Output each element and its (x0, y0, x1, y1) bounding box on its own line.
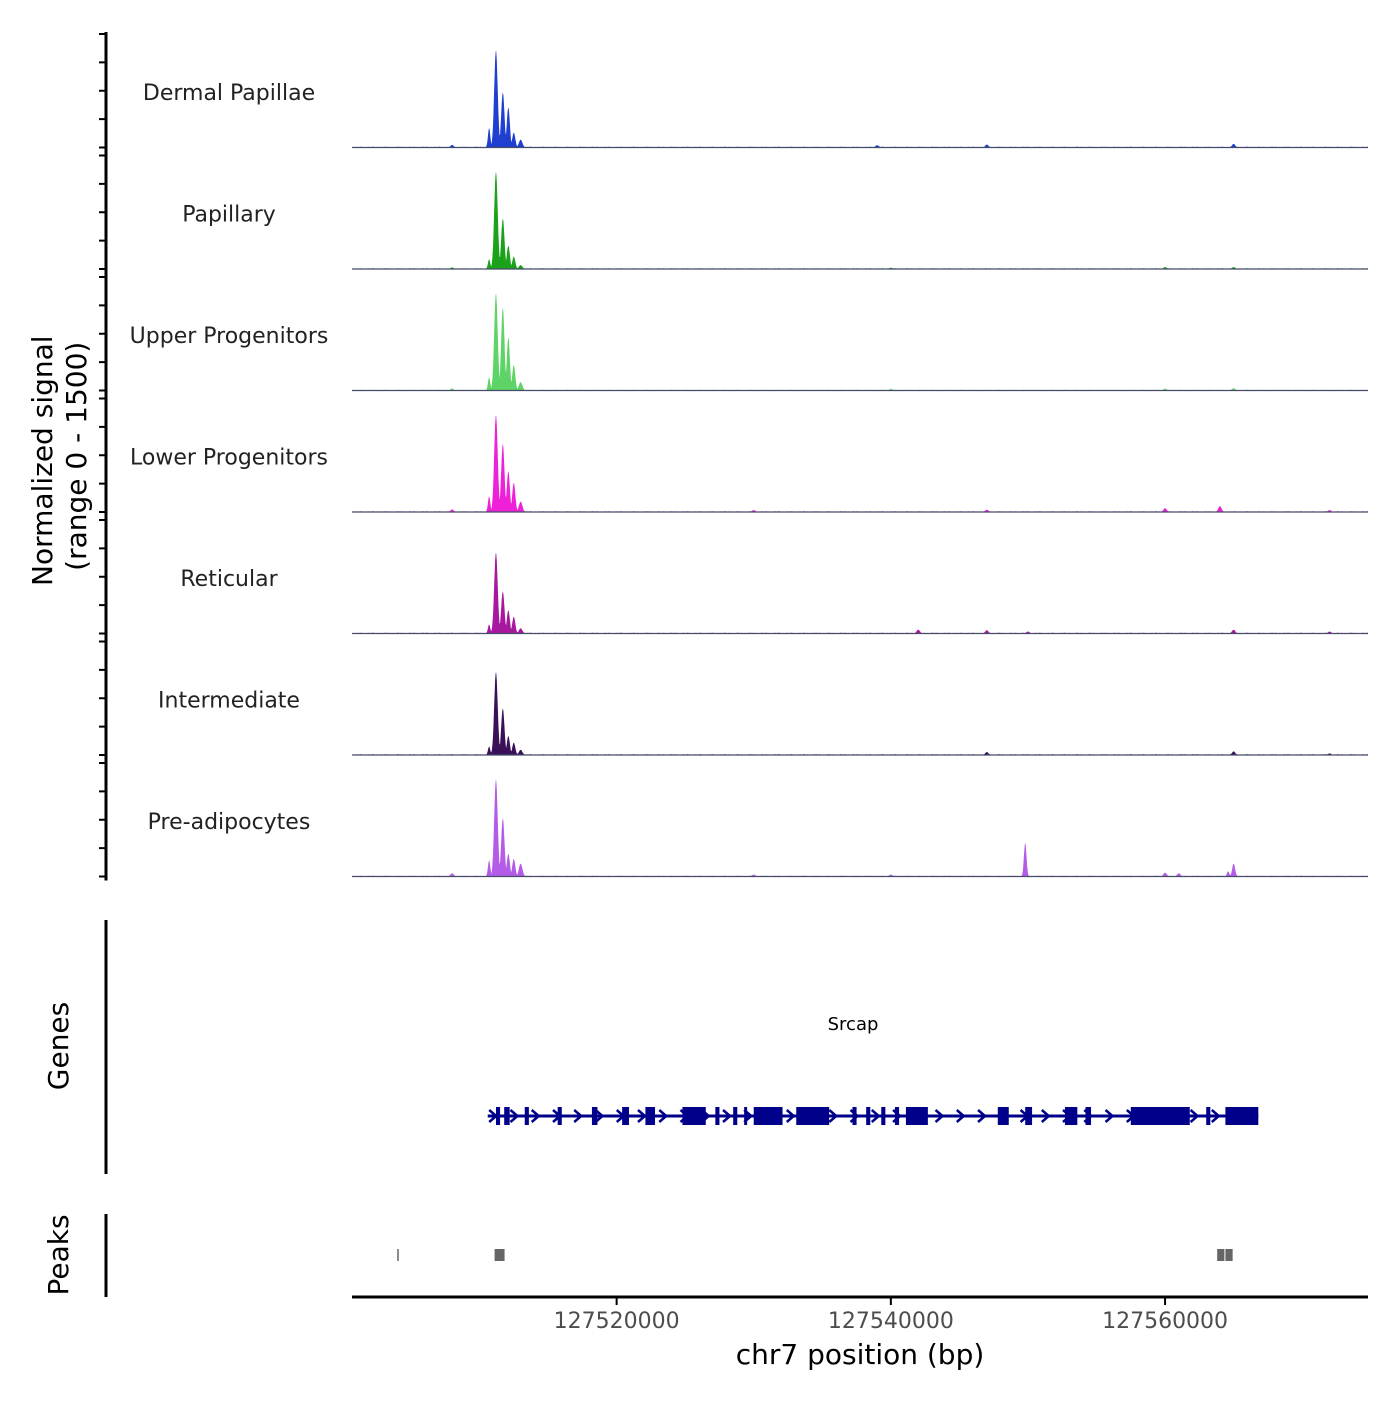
gene-exon (682, 1107, 706, 1125)
track-label-dermal-papillae: Dermal Papillae (143, 81, 315, 106)
gene-exon (881, 1107, 886, 1125)
strand-arrow (955, 1109, 966, 1123)
track-label-papillary: Papillary (182, 203, 276, 228)
signal-area-pre-adipocytes (352, 780, 1368, 877)
strand-arrow (573, 1109, 584, 1123)
track-pre-adipocytes: Pre-adipocytes (148, 780, 1368, 878)
gene-exon (1025, 1107, 1033, 1125)
gene-exon (504, 1107, 510, 1125)
gene-exon (622, 1107, 629, 1125)
track-label-intermediate: Intermediate (158, 689, 300, 714)
gene-exon (1225, 1107, 1259, 1125)
gene-exon (715, 1107, 720, 1125)
axes: 127520000 127540000 127560000 (99, 32, 1368, 1334)
signal-area-dermal-papillae (352, 51, 1368, 148)
strand-arrow (1040, 1109, 1051, 1123)
x-axis-ticks: 127520000 127540000 127560000 (554, 1297, 1228, 1334)
strand-arrow (870, 1109, 881, 1123)
gene-exon (753, 1107, 783, 1125)
track-label-upper-progenitors: Upper Progenitors (130, 324, 329, 349)
strand-arrow (828, 1109, 839, 1123)
strand-arrow (658, 1109, 669, 1123)
peak-region (1225, 1249, 1233, 1261)
gene-name-label: Srcap (828, 1014, 879, 1035)
gene-exon (1130, 1107, 1190, 1125)
gene-exon (1206, 1107, 1211, 1125)
gene-exon (557, 1107, 562, 1125)
signal-area-intermediate (352, 672, 1368, 755)
coverage-tracks: Dermal Papillae Papillary Upper Progenitor… (130, 51, 1368, 878)
genes-section-label: Genes (42, 1002, 75, 1090)
strand-arrow (637, 1109, 647, 1123)
track-label-pre-adipocytes: Pre-adipocytes (148, 810, 311, 835)
strand-arrow (509, 1109, 520, 1123)
gene-exon (866, 1107, 871, 1125)
signal-area-reticular (352, 553, 1368, 634)
gene-annotation-track: Srcap (487, 1014, 1259, 1125)
signal-y-axis-ticks (99, 33, 106, 878)
gene-exon (591, 1107, 598, 1125)
peaks-section-label: Peaks (42, 1214, 75, 1295)
gene-exon (1064, 1107, 1078, 1125)
peak-region (397, 1249, 399, 1261)
peak-region (1217, 1249, 1225, 1261)
x-axis-title: chr7 position (bp) (736, 1338, 985, 1371)
strand-arrow (594, 1109, 605, 1123)
peak-region (494, 1249, 505, 1261)
strand-arrow (1104, 1109, 1115, 1123)
y-axis-title-line-1: Normalized signal (26, 335, 59, 586)
track-upper-progenitors: Upper Progenitors (130, 294, 1368, 392)
track-dermal-papillae: Dermal Papillae (143, 51, 1368, 149)
strand-arrow (1210, 1109, 1221, 1123)
x-tick-label: 127520000 (554, 1309, 680, 1334)
y-axis-title-line-2: (range 0 - 1500) (60, 342, 93, 571)
strand-arrow (934, 1109, 945, 1123)
track-reticular: Reticular (180, 553, 1368, 635)
track-lower-progenitors: Lower Progenitors (130, 415, 1368, 513)
gene-exon (894, 1107, 900, 1125)
y-axis-title: Normalized signal (range 0 - 1500) (26, 327, 93, 586)
signal-area-papillary (352, 172, 1368, 269)
strand-arrow (1189, 1109, 1200, 1123)
gene-exon (645, 1107, 656, 1125)
track-label-reticular: Reticular (180, 567, 278, 592)
peaks-track (397, 1249, 1233, 1261)
gene-exon (524, 1107, 529, 1125)
strand-arrow (722, 1109, 732, 1123)
strand-arrow (785, 1109, 796, 1123)
gene-exon (852, 1107, 857, 1125)
track-intermediate: Intermediate (158, 672, 1368, 756)
x-tick-label: 127560000 (1102, 1309, 1228, 1334)
gene-exon (796, 1107, 830, 1125)
signal-area-upper-progenitors (352, 294, 1368, 391)
gene-exon (1085, 1107, 1092, 1125)
x-tick-label: 127540000 (828, 1309, 954, 1334)
gene-exon (905, 1107, 928, 1125)
strand-arrow (977, 1109, 987, 1123)
track-papillary: Papillary (182, 172, 1368, 270)
gene-exon (997, 1107, 1009, 1125)
strand-arrow (530, 1109, 541, 1123)
gene-exon (733, 1107, 738, 1125)
gene-exon (495, 1107, 501, 1125)
track-label-lower-progenitors: Lower Progenitors (130, 446, 328, 471)
gene-exon (744, 1107, 748, 1125)
signal-area-lower-progenitors (352, 415, 1368, 512)
